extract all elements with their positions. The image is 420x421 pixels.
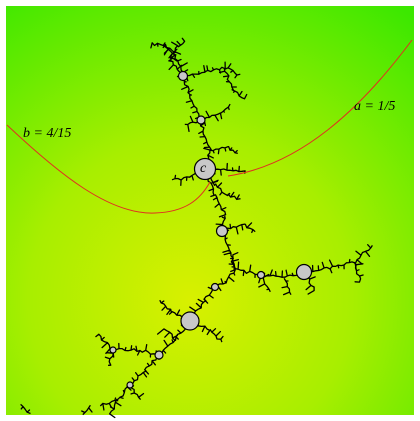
background <box>6 6 414 415</box>
disc <box>258 272 265 279</box>
disc <box>127 382 133 388</box>
disc <box>181 312 199 330</box>
disc <box>155 351 163 359</box>
figure: a = 1/5 b = 4/15 c <box>0 0 420 421</box>
disc <box>217 226 228 237</box>
ray-label: a = 1/5 <box>354 99 395 114</box>
disc <box>212 284 219 291</box>
disc <box>110 347 116 353</box>
point-label: c <box>200 161 207 176</box>
ray-label: b = 4/15 <box>23 126 71 141</box>
disc <box>297 265 312 280</box>
disc <box>179 72 188 81</box>
disc <box>197 116 205 124</box>
